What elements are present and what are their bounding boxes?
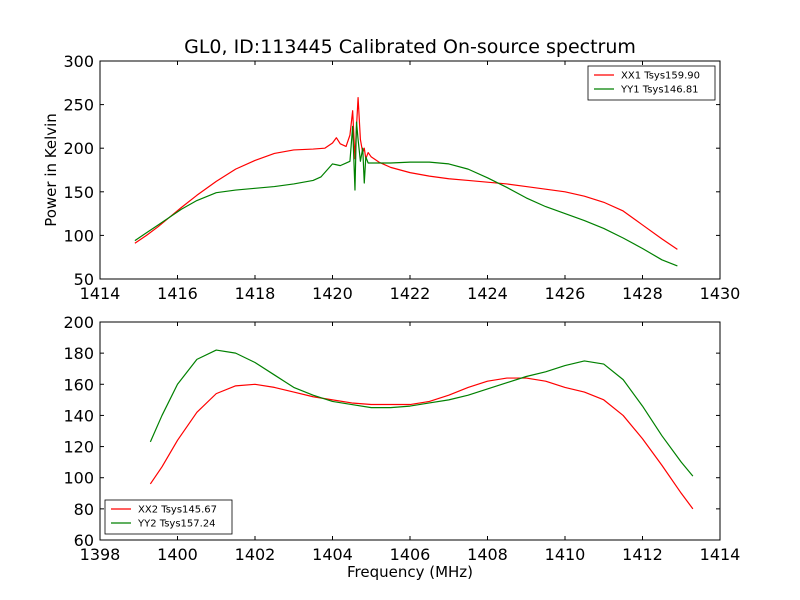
series-line-2-2 bbox=[149, 349, 694, 477]
x-tick-label: 1418 bbox=[235, 284, 276, 303]
y-tick-label: 80 bbox=[74, 500, 94, 519]
x-tick-label: 1424 bbox=[467, 284, 508, 303]
x-tick-label: 1398 bbox=[80, 545, 121, 564]
plot-panel-1: 1414 1416 1418 1420 1422 1424 1426 1428 1430 50 10… bbox=[63, 52, 740, 303]
series-line-1-2 bbox=[134, 121, 678, 267]
y-tick-label: 100 bbox=[63, 469, 94, 488]
legend-box bbox=[104, 499, 233, 535]
y-tick-label: 300 bbox=[63, 52, 94, 71]
y-tick-label: 120 bbox=[63, 438, 94, 457]
y-tick-label: 140 bbox=[63, 406, 94, 425]
x-tick-label: 1400 bbox=[157, 545, 198, 564]
x-tick-label: 1410 bbox=[545, 545, 586, 564]
x-tick-label: 1402 bbox=[235, 545, 276, 564]
y-tick-label: 150 bbox=[63, 183, 94, 202]
y-tick-label: 50 bbox=[74, 270, 94, 289]
x-tick-label: 1404 bbox=[312, 545, 353, 564]
bottom-x-axis-label: Frequency (MHz) bbox=[347, 563, 473, 581]
x-tick-label: 1416 bbox=[157, 284, 198, 303]
series-line-2-1 bbox=[149, 377, 694, 510]
x-tick-label: 1408 bbox=[467, 545, 508, 564]
series-line-1-1 bbox=[134, 97, 678, 250]
plot-panel-2: 1398 1400 1402 1404 1406 1408 1410 1412 1414 60 80… bbox=[63, 313, 740, 564]
y-tick-label: 160 bbox=[63, 375, 94, 394]
y-tick-label: 100 bbox=[63, 226, 94, 245]
y-tick-label: 200 bbox=[63, 313, 94, 332]
y-tick-label: 200 bbox=[63, 139, 94, 158]
x-tick-label: 1428 bbox=[622, 284, 663, 303]
legend-entry-label: YY2 Tsys157.24 bbox=[137, 519, 216, 530]
legend-1: XX1 Tsys159.90 YY1 Tsys146.81 bbox=[587, 65, 716, 101]
x-tick-label: 1420 bbox=[312, 284, 353, 303]
chart-title: GL0, ID:113445 Calibrated On-source spec… bbox=[184, 36, 636, 58]
y-tick-label: 60 bbox=[74, 531, 94, 550]
y-tick-label: 250 bbox=[63, 96, 94, 115]
legend-entry-label: XX2 Tsys145.67 bbox=[138, 505, 217, 516]
x-tick-label: 1412 bbox=[622, 545, 663, 564]
top-y-axis-label: Power in Kelvin bbox=[42, 113, 60, 227]
x-tick-label: 1406 bbox=[390, 545, 431, 564]
x-tick-label: 1414 bbox=[700, 545, 741, 564]
legend-box bbox=[587, 65, 716, 101]
x-tick-label: 1426 bbox=[545, 284, 586, 303]
legend-entry-label: YY1 Tsys146.81 bbox=[620, 85, 699, 96]
x-tick-label: 1422 bbox=[390, 284, 431, 303]
legend-entry-label: XX1 Tsys159.90 bbox=[621, 71, 700, 82]
x-tick-label: 1414 bbox=[80, 284, 121, 303]
legend-2: XX2 Tsys145.67 YY2 Tsys157.24 bbox=[104, 499, 233, 535]
y-tick-label: 180 bbox=[63, 344, 94, 363]
x-tick-label: 1430 bbox=[700, 284, 741, 303]
